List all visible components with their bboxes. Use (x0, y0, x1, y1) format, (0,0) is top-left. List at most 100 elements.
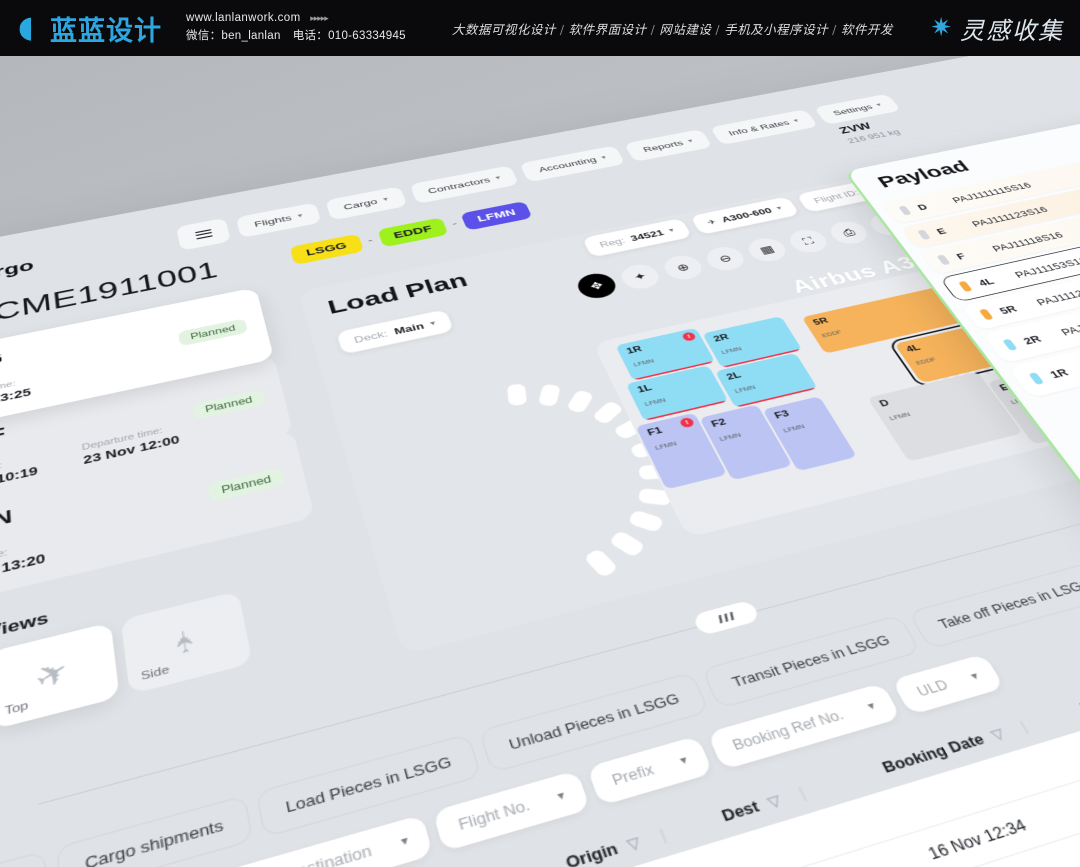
payload-swatch (916, 229, 931, 240)
load-plan-title: Load Plan (325, 269, 471, 319)
print-icon[interactable]: ⎙ (824, 218, 874, 247)
deck-selector[interactable]: Deck: Main ▾ (335, 308, 455, 356)
service-item: 大数据可视化设计 (451, 21, 556, 37)
view-option-top[interactable]: ✈ Top (0, 622, 120, 730)
nose-arc-dot (565, 389, 595, 414)
drag-handle-icon[interactable] (691, 599, 761, 637)
cargo-position-dest: LFMN (653, 439, 679, 452)
cargo-position-id: F1 (645, 425, 665, 438)
chevron-down-icon: ▾ (296, 212, 304, 219)
route-badge-LSGG[interactable]: LSGG (289, 233, 364, 266)
cargo-position-dest: EDDF (820, 328, 844, 339)
nose-arc-dot (506, 384, 527, 407)
nose-arc-dot (626, 509, 665, 534)
phone-label: 电话： (292, 30, 329, 42)
payload-position: 2R (1020, 332, 1044, 347)
cargo-position-id: 1L (635, 383, 654, 395)
nose-arc-dot (591, 400, 625, 426)
nav-item-label: Flights (253, 213, 293, 229)
payload-position: E (934, 226, 949, 236)
service-separator: / (650, 21, 656, 37)
bottom-tab-unloaded-cargo-history[interactable]: Unloaded cargo history (0, 850, 48, 867)
filter-label: Booking Ref No. (730, 707, 847, 754)
alert-icon[interactable]: ! (678, 416, 696, 429)
filter-icon[interactable]: ▽ (987, 724, 1008, 743)
cargo-position-id: 1R (625, 344, 644, 356)
arrows-icon: ▸▸▸▸▸ (310, 13, 329, 24)
payload-position: D (915, 202, 930, 212)
chevron-down-icon: ▾ (494, 174, 502, 181)
filter-prefix[interactable]: Prefix ▾ (586, 735, 714, 806)
payload-swatch (898, 205, 912, 216)
view-option-side[interactable]: ✈ Side (120, 590, 253, 695)
route-dash: - (366, 235, 375, 246)
zoom-out-icon[interactable]: ⊖ (701, 244, 750, 274)
nav-item-accounting[interactable]: Accounting ▾ (518, 144, 627, 183)
route-badge-EDDF[interactable]: EDDF (376, 217, 449, 248)
filter-uld[interactable]: ULD ▾ (891, 653, 1006, 716)
payload-swatch (1028, 372, 1045, 385)
nose-arc-dot (608, 529, 647, 558)
nav-item-label: Cargo (342, 196, 379, 212)
chevron-down-icon: ▾ (399, 833, 410, 849)
airplane-side-icon: ✈ (172, 626, 200, 657)
column-divider: | (1016, 717, 1031, 735)
phone-value: 010-63334945 (328, 30, 406, 42)
payload-position: 5R (996, 303, 1019, 316)
filter-label: ULD (914, 677, 952, 700)
deck-value: Main (392, 320, 426, 337)
table-header-label: Origin (563, 838, 621, 867)
payload-position: 4L (975, 275, 997, 288)
filter-icon[interactable]: ▽ (624, 832, 643, 854)
nav-item-label: Reports (641, 138, 685, 154)
chevron-down-icon: ▾ (968, 669, 981, 683)
move-icon[interactable]: ✥ (573, 270, 621, 302)
route-badge-LFMN[interactable]: LFMN (460, 201, 533, 231)
layers-icon[interactable]: ▦ (743, 235, 792, 265)
nav-item-label: Contractors (426, 175, 492, 195)
field-a300-600[interactable]: ✈ A300-600 ▾ (688, 195, 801, 236)
select-icon[interactable]: ✦ (616, 261, 664, 292)
bottom-tab-cargo-shipments[interactable]: Cargo shipments (55, 795, 254, 867)
chevron-down-icon: ▾ (686, 137, 695, 144)
time-block: Departure time:22 Nov 13:25 (0, 376, 32, 417)
wechat-value: ben_lanlan (221, 30, 281, 42)
service-item: 软件界面设计 (568, 21, 647, 37)
banner-logo: ◖ 蓝蓝设计 (18, 9, 162, 48)
field-reg-[interactable]: Reg: 34521 ▾ (581, 217, 693, 258)
chevron-down-icon: ▾ (792, 117, 800, 124)
cargo-position-id: F2 (709, 417, 728, 430)
site-banner: ◖ 蓝蓝设计 www.lanlanwork.com ▸▸▸▸▸ 微信：ben_l… (0, 0, 1080, 56)
chevron-down-icon: ▾ (775, 204, 784, 212)
chevron-down-icon: ▾ (677, 753, 690, 768)
cargo-position-id: 2R (712, 332, 731, 344)
nav-item-label: Accounting (536, 155, 598, 174)
cargo-position-dest: LFMN (720, 345, 743, 356)
nose-arc-dot (537, 384, 561, 407)
fit-screen-icon[interactable]: ⛶ (784, 226, 833, 256)
zoom-in-icon[interactable]: ⊕ (659, 252, 707, 283)
route-dash: - (450, 218, 460, 230)
nav-item-reports[interactable]: Reports ▾ (622, 128, 714, 163)
cargo-position-dest: LFMN (781, 422, 807, 435)
alert-icon[interactable]: ! (681, 331, 697, 342)
banner-right-text: 灵感收集 (960, 16, 1064, 45)
filter-icon[interactable]: ▽ (764, 791, 784, 811)
banner-website: www.lanlanwork.com (186, 12, 301, 25)
views-section: Views ✈ Top ✈ Side (0, 564, 253, 730)
nav-item-flights[interactable]: Flights ▾ (234, 201, 323, 239)
nav-item-info-rates[interactable]: Info & Rates ▾ (708, 108, 820, 146)
menu-icon[interactable] (175, 217, 232, 252)
service-item: 网站建设 (659, 21, 712, 37)
payload-swatch (978, 308, 994, 321)
nose-arc-dot (583, 547, 620, 578)
view-option-label: Side (140, 663, 171, 684)
nav-item-cargo[interactable]: Cargo ▾ (323, 185, 409, 221)
payload-position: 1R (1047, 366, 1071, 381)
star-burst-icon: ✷ (930, 13, 952, 43)
column-divider: | (656, 824, 669, 844)
chevron-down-icon: ▾ (382, 195, 389, 203)
cargo-position-id: 2L (725, 370, 743, 382)
nav-item-contractors[interactable]: Contractors ▾ (407, 164, 521, 205)
bottom-tab-take-off-pieces-in-lsgg[interactable]: Take off Pieces in LSGG (907, 559, 1080, 650)
